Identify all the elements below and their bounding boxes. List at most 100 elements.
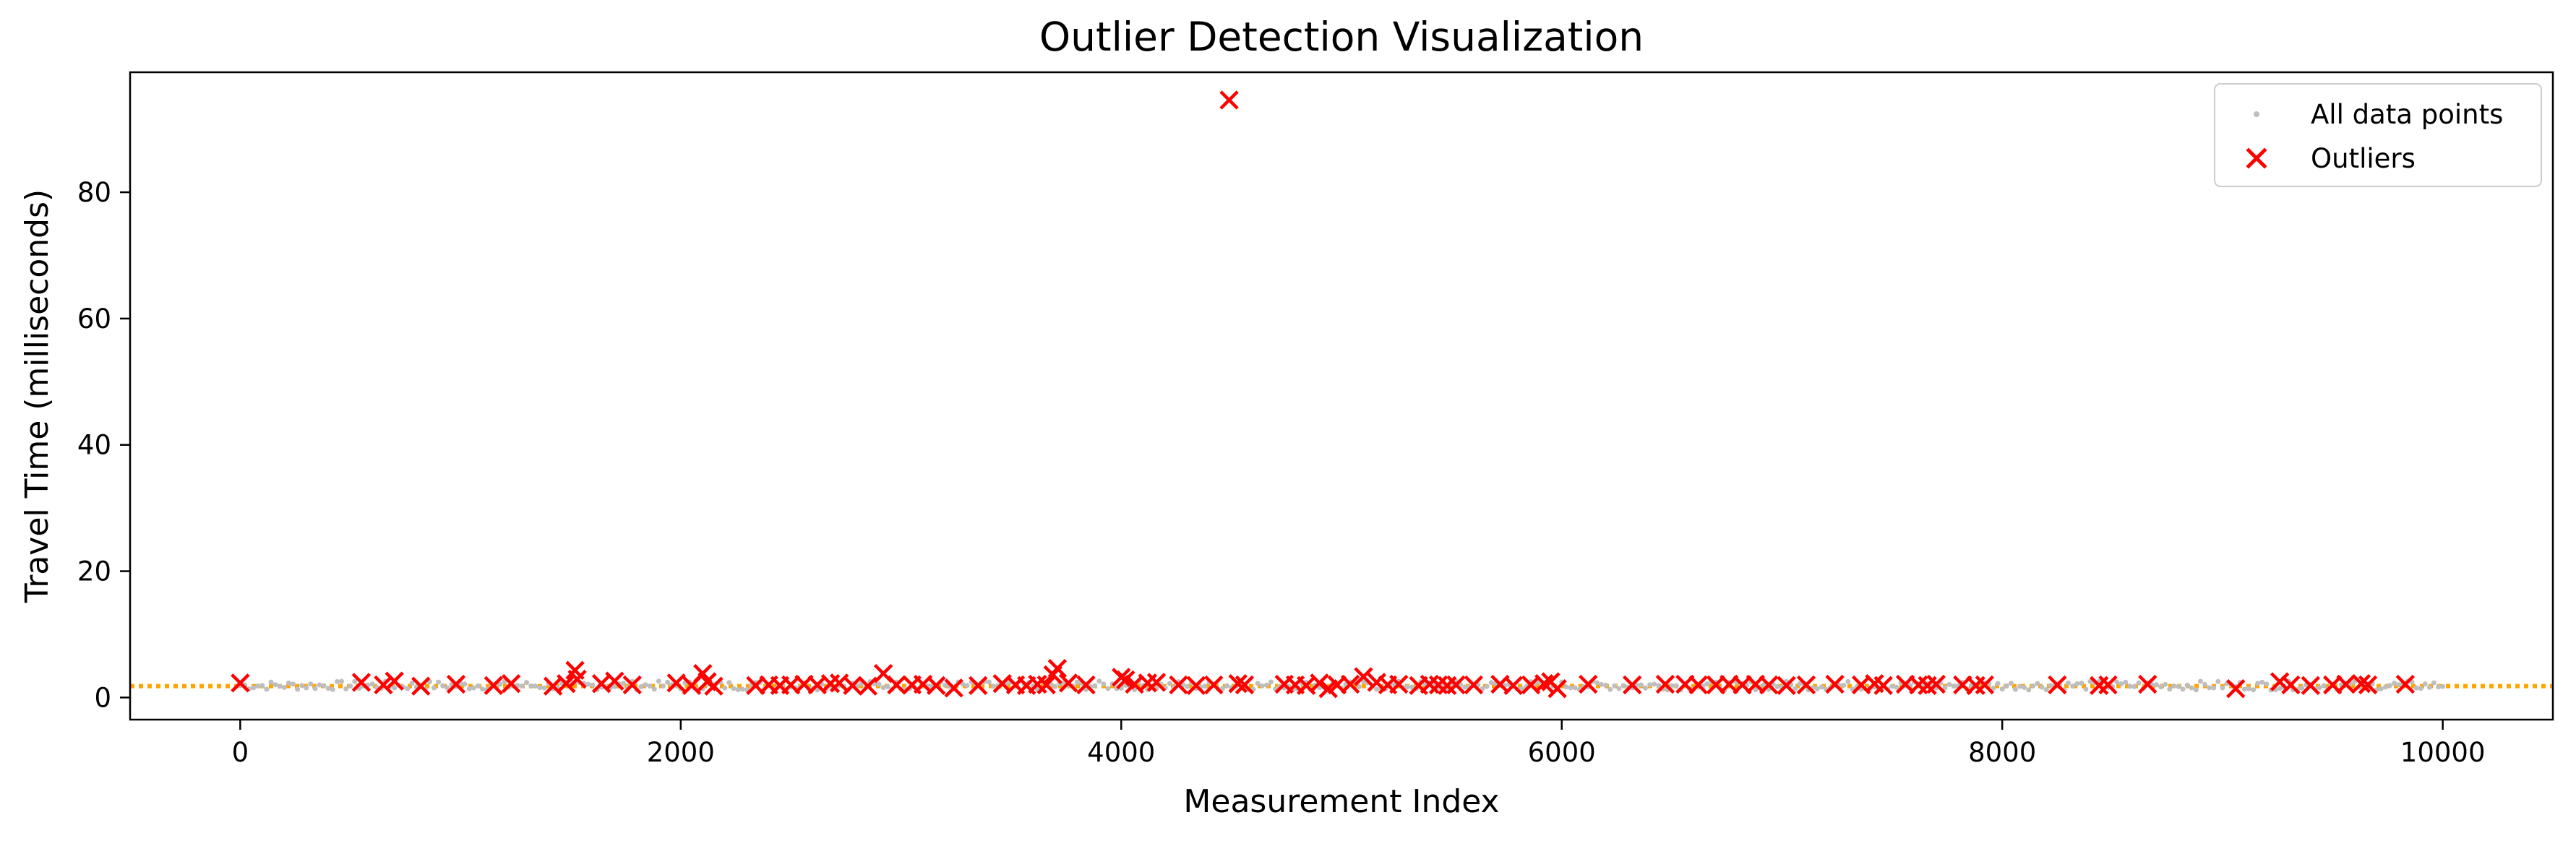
data-point bbox=[1894, 684, 1899, 690]
data-point bbox=[2026, 687, 2032, 693]
data-point bbox=[1462, 684, 1468, 690]
data-point bbox=[2131, 683, 2137, 689]
data-point bbox=[621, 681, 627, 686]
data-point bbox=[1999, 686, 2005, 692]
data-point bbox=[445, 685, 450, 691]
data-point bbox=[2215, 678, 2221, 684]
outlier-point bbox=[1036, 675, 1056, 695]
outlier-point bbox=[1341, 674, 1360, 694]
data-point bbox=[2378, 686, 2384, 691]
outlier-point bbox=[385, 671, 404, 691]
outlier-point bbox=[1926, 674, 1946, 694]
data-point bbox=[2118, 681, 2124, 686]
outlier-point bbox=[969, 676, 988, 695]
data-point bbox=[268, 679, 274, 685]
outliers-layer bbox=[231, 90, 2416, 699]
data-point bbox=[2017, 683, 2023, 689]
legend-marker-outliers bbox=[2246, 147, 2267, 169]
y-tick-label: 40 bbox=[77, 430, 111, 461]
outlier-point bbox=[351, 673, 372, 692]
outlier-point bbox=[1688, 675, 1708, 695]
outlier-point bbox=[622, 675, 642, 695]
outlier-point bbox=[1975, 675, 1994, 695]
data-point bbox=[339, 678, 345, 684]
data-point bbox=[638, 684, 644, 690]
outlier-point bbox=[1825, 674, 1845, 694]
data-point bbox=[815, 687, 820, 693]
outlier-point bbox=[944, 678, 963, 698]
y-tick-label: 60 bbox=[77, 303, 111, 335]
outlier-point bbox=[1655, 674, 1675, 694]
data-point bbox=[2074, 681, 2080, 686]
data-point bbox=[2277, 686, 2283, 691]
legend-label-outliers: Outliers bbox=[2311, 143, 2416, 174]
data-point bbox=[960, 681, 966, 687]
data-point bbox=[1620, 683, 1626, 689]
data-point bbox=[330, 686, 335, 692]
outlier-point bbox=[1219, 90, 1239, 110]
data-point bbox=[1092, 683, 1098, 689]
data-point bbox=[2255, 681, 2261, 686]
outlier-point bbox=[446, 674, 466, 694]
outlier-point bbox=[1146, 673, 1167, 692]
outlier-point bbox=[2226, 678, 2246, 699]
data-point bbox=[2396, 682, 2402, 688]
data-point bbox=[325, 686, 331, 691]
data-point bbox=[533, 683, 538, 689]
data-point bbox=[2422, 681, 2428, 687]
data-point bbox=[348, 683, 353, 689]
outlier-point bbox=[557, 673, 576, 694]
data-point bbox=[2193, 687, 2199, 693]
data-point bbox=[1643, 685, 1649, 691]
outlier-point bbox=[1169, 675, 1188, 695]
outlier-point bbox=[1733, 675, 1752, 695]
data-point bbox=[2136, 680, 2142, 686]
data-point bbox=[1101, 681, 1107, 687]
data-point bbox=[2066, 680, 2071, 686]
outlier-point bbox=[484, 676, 503, 695]
plot-background bbox=[130, 72, 2553, 720]
data-point bbox=[1603, 682, 1609, 688]
data-point bbox=[352, 678, 358, 684]
data-point bbox=[2207, 685, 2212, 691]
data-point bbox=[1656, 683, 1662, 689]
outlier-point bbox=[1503, 676, 1523, 695]
data-point bbox=[409, 680, 415, 686]
data-point bbox=[1669, 683, 1675, 689]
data-point bbox=[2426, 684, 2432, 690]
data-point bbox=[2167, 686, 2173, 692]
legend-marker-all-data-points bbox=[2254, 111, 2259, 117]
outlier-point bbox=[1873, 676, 1893, 695]
data-point bbox=[1224, 683, 1230, 689]
outlier-point bbox=[2323, 675, 2343, 695]
data-point bbox=[1841, 682, 1847, 688]
outlier-point bbox=[2395, 674, 2416, 694]
x-tick-label: 2000 bbox=[647, 737, 715, 768]
data-point bbox=[497, 681, 503, 687]
outlier-point bbox=[2098, 675, 2118, 695]
outlier-point bbox=[1116, 670, 1135, 690]
data-point bbox=[739, 686, 745, 692]
data-point bbox=[1995, 681, 2001, 686]
x-tick-label: 4000 bbox=[1087, 737, 1155, 768]
data-point bbox=[255, 683, 261, 689]
data-point bbox=[432, 685, 437, 691]
outlier-point bbox=[887, 675, 906, 695]
data-point bbox=[876, 681, 882, 687]
outlier-point bbox=[807, 675, 827, 695]
data-point bbox=[1360, 678, 1366, 684]
data-point bbox=[264, 686, 270, 692]
outlier-point bbox=[605, 671, 624, 691]
data-point bbox=[1219, 686, 1225, 691]
outlier-point bbox=[2301, 676, 2320, 695]
outlier-point bbox=[992, 673, 1012, 694]
outlier-point bbox=[1777, 676, 1796, 695]
data-point bbox=[2197, 678, 2203, 684]
data-point bbox=[334, 678, 340, 684]
outlier-point bbox=[913, 674, 933, 694]
outlier-point bbox=[1675, 674, 1695, 694]
data-point bbox=[2211, 685, 2217, 691]
data-point bbox=[590, 682, 596, 688]
data-point bbox=[1563, 684, 1569, 690]
outlier-point bbox=[1446, 675, 1466, 695]
